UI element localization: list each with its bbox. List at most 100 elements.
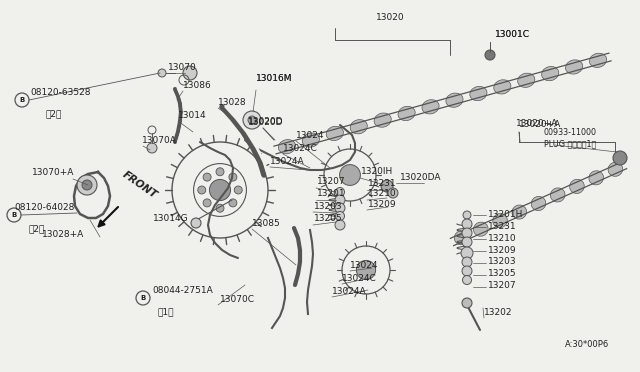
Text: 13020DA: 13020DA — [400, 173, 442, 182]
Circle shape — [147, 143, 157, 153]
Text: 13020+A: 13020+A — [519, 120, 561, 129]
Ellipse shape — [589, 53, 607, 67]
Ellipse shape — [454, 231, 469, 245]
Text: 13231: 13231 — [488, 221, 516, 231]
Circle shape — [77, 175, 97, 195]
Text: 13210: 13210 — [488, 234, 516, 243]
Circle shape — [335, 212, 344, 221]
Text: 13205: 13205 — [488, 269, 516, 279]
Ellipse shape — [446, 93, 463, 107]
Circle shape — [462, 257, 472, 267]
Text: 13020: 13020 — [376, 13, 404, 22]
Circle shape — [462, 237, 472, 247]
Text: B: B — [12, 212, 17, 218]
Circle shape — [248, 116, 256, 124]
Text: 13207: 13207 — [317, 177, 346, 186]
Text: 13201: 13201 — [317, 189, 346, 198]
Circle shape — [183, 66, 197, 80]
Ellipse shape — [493, 80, 511, 94]
Text: 13020D: 13020D — [248, 118, 284, 127]
Text: 13209: 13209 — [368, 200, 397, 209]
Circle shape — [381, 180, 393, 192]
Ellipse shape — [518, 73, 535, 87]
Circle shape — [335, 203, 345, 213]
Circle shape — [209, 179, 230, 201]
Circle shape — [388, 188, 398, 198]
Circle shape — [203, 199, 211, 207]
Ellipse shape — [474, 222, 488, 236]
Circle shape — [340, 164, 360, 185]
Text: 13016M: 13016M — [256, 74, 292, 83]
Text: 13203: 13203 — [488, 257, 516, 266]
Circle shape — [335, 220, 345, 230]
Circle shape — [461, 247, 473, 259]
Text: 08120-64028: 08120-64028 — [14, 203, 74, 212]
Text: 13205: 13205 — [314, 214, 342, 223]
Text: 13202: 13202 — [484, 308, 513, 317]
Text: A:30*00P6: A:30*00P6 — [565, 340, 609, 349]
Text: 13231: 13231 — [368, 179, 397, 188]
Circle shape — [216, 204, 224, 212]
Text: 13070A: 13070A — [142, 136, 177, 145]
Ellipse shape — [326, 126, 344, 141]
Text: 13024: 13024 — [350, 261, 378, 270]
Circle shape — [462, 266, 472, 276]
Text: B: B — [19, 97, 24, 103]
Text: 00933-11000: 00933-11000 — [544, 128, 597, 137]
Ellipse shape — [302, 133, 319, 147]
Text: 13085: 13085 — [252, 219, 281, 228]
Circle shape — [158, 69, 166, 77]
Circle shape — [203, 173, 211, 181]
Text: （2）: （2） — [28, 224, 44, 233]
Circle shape — [463, 276, 472, 285]
Text: 13028: 13028 — [218, 98, 246, 107]
Ellipse shape — [398, 106, 415, 121]
Text: 13203: 13203 — [314, 202, 342, 211]
Ellipse shape — [589, 171, 604, 185]
Circle shape — [462, 228, 472, 238]
Circle shape — [82, 180, 92, 190]
Text: 08120-63528: 08120-63528 — [30, 88, 90, 97]
Ellipse shape — [374, 113, 391, 127]
Circle shape — [335, 195, 345, 205]
Circle shape — [191, 218, 201, 228]
Circle shape — [356, 260, 376, 280]
Text: 13024A: 13024A — [332, 287, 367, 296]
Text: 13024: 13024 — [296, 131, 324, 140]
Text: 1320lH: 1320lH — [361, 167, 393, 176]
Text: （1）: （1） — [158, 307, 175, 316]
Ellipse shape — [550, 188, 565, 202]
Text: B: B — [140, 295, 146, 301]
Circle shape — [613, 151, 627, 165]
Ellipse shape — [570, 179, 584, 193]
Text: （2）: （2） — [45, 109, 61, 118]
Text: 08044-2751A: 08044-2751A — [152, 286, 212, 295]
Text: 13201H: 13201H — [488, 209, 524, 218]
Circle shape — [462, 298, 472, 308]
Ellipse shape — [512, 205, 527, 219]
Circle shape — [485, 50, 495, 60]
Text: 13070+A: 13070+A — [32, 168, 74, 177]
Text: 13020+A: 13020+A — [516, 119, 558, 128]
Text: 13001C: 13001C — [495, 30, 530, 39]
Ellipse shape — [278, 140, 296, 154]
Ellipse shape — [531, 196, 546, 211]
Ellipse shape — [493, 214, 508, 228]
Text: 13070C: 13070C — [220, 295, 255, 304]
Text: PLUG プラグ（1）: PLUG プラグ（1） — [544, 139, 596, 148]
Text: 13209: 13209 — [488, 246, 516, 254]
Text: 13024C: 13024C — [283, 144, 317, 153]
Circle shape — [216, 168, 224, 176]
Text: 13028+A: 13028+A — [42, 230, 84, 239]
Circle shape — [229, 199, 237, 207]
Ellipse shape — [566, 60, 582, 74]
Text: 13024C: 13024C — [342, 274, 377, 283]
Text: 13070: 13070 — [168, 63, 196, 72]
Circle shape — [462, 219, 472, 229]
Text: 13014: 13014 — [178, 111, 207, 120]
Ellipse shape — [350, 120, 367, 134]
Circle shape — [243, 111, 261, 129]
Ellipse shape — [470, 86, 487, 101]
Circle shape — [198, 186, 206, 194]
Text: 13001C: 13001C — [495, 30, 530, 39]
